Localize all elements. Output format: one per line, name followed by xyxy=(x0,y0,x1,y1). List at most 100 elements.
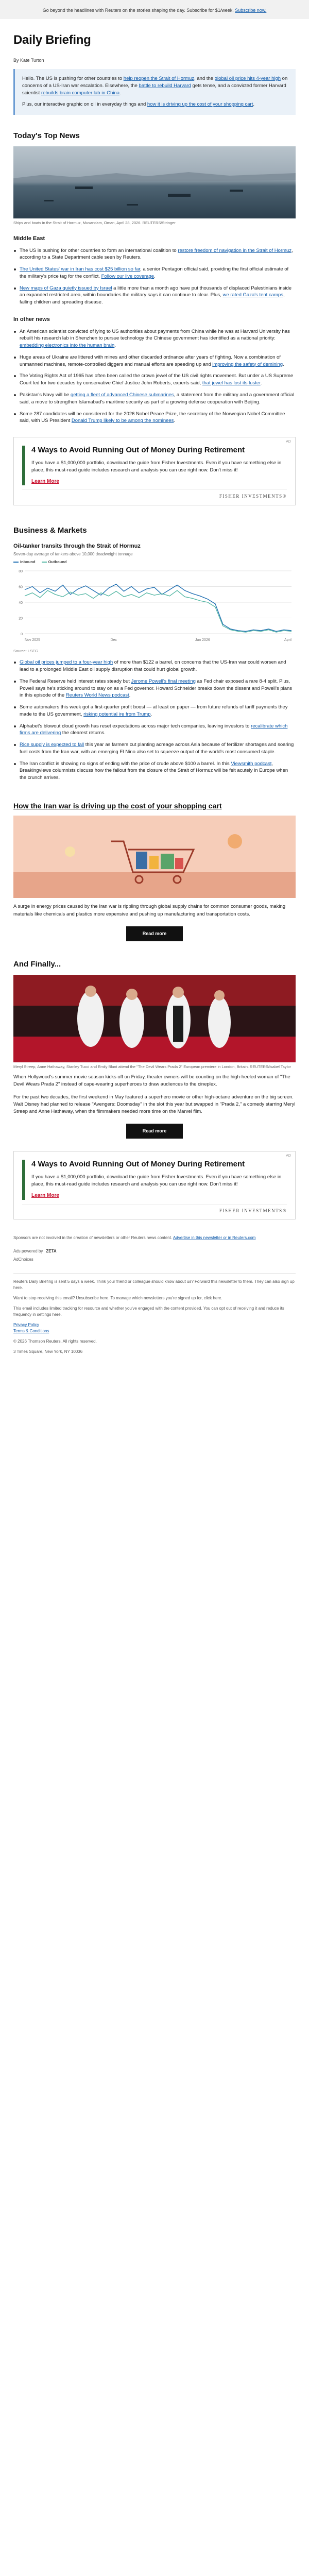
story-link[interactable]: getting a fleet of advanced Chinese subm… xyxy=(70,392,174,398)
list-item: Some 287 candidates will be considered f… xyxy=(13,411,296,425)
chart-series-line-inbound xyxy=(24,584,292,632)
list-item: New maps of Gaza quietly issued by Israe… xyxy=(13,285,296,306)
other-news-heading: In other news xyxy=(13,316,50,323)
copyright: © 2026 Thomson Reuters. All rights reser… xyxy=(13,1339,97,1344)
finally-read-more-button[interactable]: Read more xyxy=(126,1124,183,1139)
list-item: Some automakers this week got a first-qu… xyxy=(13,704,296,718)
list-item: The Federal Reserve held interest rates … xyxy=(13,678,296,699)
ad-learn-more-button[interactable]: Learn More xyxy=(31,479,59,485)
story-link[interactable]: we rated Gaza's tent camps xyxy=(222,292,283,298)
chart-title: Oil-tanker transits through the Strait o… xyxy=(13,543,141,549)
ad-content: 4 Ways to Avoid Running Out of Money Dur… xyxy=(22,1160,287,1200)
list-item: An American scientist convicted of lying… xyxy=(13,328,296,349)
ad-title[interactable]: 4 Ways to Avoid Running Out of Money Dur… xyxy=(31,446,245,455)
hormuz-hero-image[interactable] xyxy=(13,146,296,218)
story-link[interactable]: embedding electronics into the human bra… xyxy=(20,343,115,349)
address: 3 Times Square, New York, NY 10036 xyxy=(13,1349,83,1354)
middle-east-list: The US is pushing for other countries to… xyxy=(13,247,296,306)
subscribe-link[interactable]: Subscribe now. xyxy=(235,8,267,13)
chart-subtitle: Seven-day average of tankers above 10,00… xyxy=(13,552,133,557)
ad-title[interactable]: 4 Ways to Avoid Running Out of Money Dur… xyxy=(31,1160,245,1169)
list-item: The US is pushing for other countries to… xyxy=(13,247,296,262)
chart-x-tick-label: Dec xyxy=(110,638,117,642)
story-link[interactable]: Donald Trump likely to be among the nomi… xyxy=(71,418,174,424)
adchoices-link[interactable]: AdChoices xyxy=(13,1257,33,1262)
privacy-policy-link[interactable]: Privacy Policy xyxy=(13,1323,39,1328)
footer-paragraph-1: Reuters Daily Briefing is sent 5 days a … xyxy=(13,1279,295,1291)
chart-x-tick-label: April xyxy=(284,638,291,642)
story-link[interactable]: improving the safety of demining xyxy=(212,361,283,367)
shopping-cart-graphic[interactable] xyxy=(13,816,296,899)
story-link[interactable]: risking potential ire from Trump xyxy=(83,711,151,717)
ad-flag: AD xyxy=(286,440,291,444)
footer-paragraph-2: Want to stop receiving this email? Unsub… xyxy=(13,1296,222,1301)
and-finally-heading: And Finally... xyxy=(13,959,61,969)
zeta-logo: ZETA xyxy=(46,1249,57,1254)
ad-content: 4 Ways to Avoid Running Out of Money Dur… xyxy=(22,446,287,486)
premiere-photo[interactable] xyxy=(13,975,296,1063)
sponsor-note: Sponsors are not involved in the creatio… xyxy=(13,1235,256,1241)
story-link[interactable]: recalibrate which firms are delivering xyxy=(20,723,288,736)
subscribe-banner: Go beyond the headlines with Reuters on … xyxy=(0,0,309,19)
shopping-cart-illustration xyxy=(13,816,296,899)
ads-powered-by: Ads powered by ZETA xyxy=(13,1245,296,1257)
subscribe-text: Go beyond the headlines with Reuters on … xyxy=(42,8,234,13)
other-news-list: An American scientist convicted of lying… xyxy=(13,328,296,425)
finally-paragraph-1: When Hollywood's summer movie season kic… xyxy=(13,1074,290,1088)
list-item: The United States' war in Iran has cost … xyxy=(13,266,296,280)
fisher-ad-1[interactable]: AD 4 Ways to Avoid Running Out of Money … xyxy=(13,437,296,506)
list-item: Global oil prices jumped to a four-year … xyxy=(13,659,296,673)
feature-read-more-button[interactable]: Read more xyxy=(126,926,183,941)
story-link[interactable]: Global oil prices jumped to a four-year … xyxy=(20,659,113,666)
footer-links: Privacy Policy Terms & Conditions xyxy=(13,1322,296,1334)
intro-paragraph-1: Hello. The US is pushing for other count… xyxy=(22,75,288,96)
top-news-heading: Today's Top News xyxy=(13,131,80,140)
terms-link[interactable]: Terms & Conditions xyxy=(13,1329,49,1334)
chart-legend: Inbound Outbound xyxy=(13,557,296,567)
fisher-logo: FISHER INVESTMENTS® xyxy=(22,489,287,500)
feature-body: A surge in energy prices caused by the I… xyxy=(13,904,286,917)
fisher-ad-2[interactable]: AD 4 Ways to Avoid Running Out of Money … xyxy=(13,1151,296,1220)
newsletter-title: Daily Briefing xyxy=(13,32,91,47)
ad-body: If you have a $1,000,000 portfolio, down… xyxy=(31,1174,282,1188)
story-link[interactable]: that jewel has lost its luster xyxy=(202,380,261,386)
footer-divider xyxy=(13,1273,296,1274)
chart-y-tick-label: 40 xyxy=(19,601,23,605)
chart-series-line-outbound xyxy=(24,590,292,633)
intro-link-shopping-cart[interactable]: how it is driving up the cost of your sh… xyxy=(147,101,253,108)
chart-y-tick-label: 80 xyxy=(19,570,23,573)
story-link[interactable]: Viewsmith podcast xyxy=(231,760,272,767)
chart-y-tick-label: 20 xyxy=(19,617,23,621)
fisher-logo: FISHER INVESTMENTS® xyxy=(22,1204,287,1214)
list-item: Pakistan's Navy will be getting a fleet … xyxy=(13,392,296,406)
intro-link-hormuz[interactable]: help reopen the Strait of Hormuz xyxy=(123,75,195,81)
intro-link-brain-lab[interactable]: rebuilds brain computer lab in China xyxy=(41,90,120,96)
markets-heading: Business & Markets xyxy=(13,526,87,535)
footer: Sponsors are not involved in the creatio… xyxy=(13,1232,296,1371)
intro-link-oil[interactable]: global oil price hits 4-year high xyxy=(214,75,281,81)
chart-x-tick-label: Jan 2026 xyxy=(195,638,210,642)
story-link[interactable]: restore freedom of navigation in the Str… xyxy=(178,247,292,253)
chart-x-tick-label: Nov 2025 xyxy=(25,638,40,642)
feature-title-link[interactable]: How the Iran war is driving up the cost … xyxy=(13,801,222,810)
ad-learn-more-button[interactable]: Learn More xyxy=(31,1193,59,1199)
legend-inbound: Inbound xyxy=(13,560,36,565)
chart-y-tick-label: 0 xyxy=(21,633,23,636)
ads-powered-by-label: Ads powered by xyxy=(13,1249,43,1254)
story-link[interactable]: New maps of Gaza quietly issued by Israe… xyxy=(20,285,112,291)
intro-link-harvard[interactable]: battle to rebuild Harvard xyxy=(139,82,191,89)
legend-outbound: Outbound xyxy=(41,560,66,565)
list-item: The Voting Rights Act of 1965 has often … xyxy=(13,372,296,387)
ad-flag: AD xyxy=(286,1154,291,1158)
story-link[interactable]: The United States' war in Iran has cost … xyxy=(20,266,141,273)
story-link[interactable]: Rice supply is expected to fall xyxy=(20,742,84,748)
story-link[interactable]: Jerome Powell's final meeting xyxy=(131,678,196,684)
story-link[interactable]: Follow our live coverage xyxy=(101,273,154,279)
ad-body: If you have a $1,000,000 portfolio, down… xyxy=(31,460,282,473)
premiere-caption: Meryl Streep, Anne Hathaway, Stanley Tuc… xyxy=(13,1064,291,1070)
story-link[interactable]: Reuters World News podcast xyxy=(65,692,129,699)
advertise-link[interactable]: Advertise in this newsletter or in Reute… xyxy=(173,1235,256,1241)
newsletter-header: Daily Briefing xyxy=(13,19,296,53)
hero-caption: Ships and boats in the Strait of Hormuz,… xyxy=(13,220,176,225)
list-item: Alphabet's blowout cloud growth has rese… xyxy=(13,723,296,737)
